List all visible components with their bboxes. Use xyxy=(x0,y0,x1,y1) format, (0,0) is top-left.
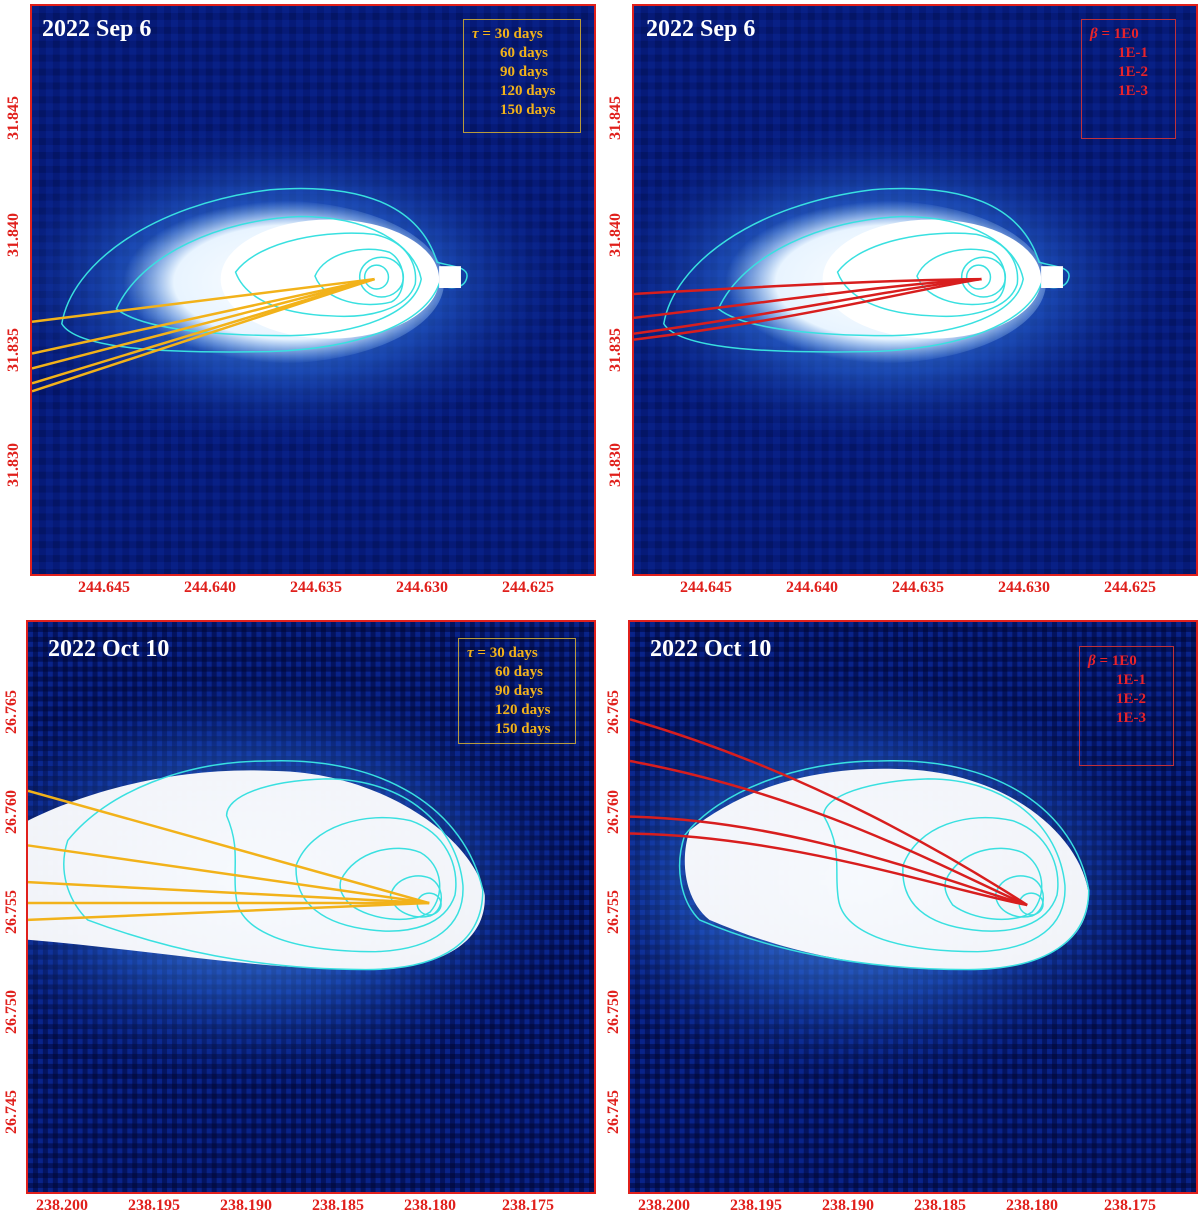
contours xyxy=(61,187,468,353)
tau-symbol: τ xyxy=(467,645,474,661)
x-tick-label: 244.640 xyxy=(184,579,236,596)
synchrone-lines xyxy=(32,277,375,393)
legend-value: 1E-3 xyxy=(1118,83,1148,99)
contours xyxy=(678,759,1090,971)
comet-image xyxy=(630,622,1196,1192)
image-frame: 2022 Sep 6 β = 1E0 1E-1 1E-2 1E-3 xyxy=(632,4,1198,576)
legend-value: 1E-2 xyxy=(1116,691,1146,707)
x-tick-label: 244.625 xyxy=(502,579,554,596)
x-tick-label: 238.195 xyxy=(730,1197,782,1214)
observation-date: 2022 Sep 6 xyxy=(646,16,756,42)
star-point xyxy=(439,266,461,289)
x-tick-label: 238.195 xyxy=(128,1197,180,1214)
tau-symbol: τ xyxy=(472,26,479,42)
x-tick-label: 238.200 xyxy=(36,1197,88,1214)
legend-value: 1E0 xyxy=(1113,26,1139,42)
y-tick-label: 31.840 xyxy=(607,213,624,257)
legend: τ = 30 days 60 days 90 days 120 days 150… xyxy=(458,638,576,744)
beta-symbol: β xyxy=(1090,26,1098,42)
y-tick-label: 26.765 xyxy=(605,690,622,734)
x-tick-label: 238.190 xyxy=(220,1197,272,1214)
x-tick-label: 244.630 xyxy=(998,579,1050,596)
y-tick-label: 26.750 xyxy=(605,990,622,1034)
y-tick-label: 26.765 xyxy=(3,690,20,734)
legend: β = 1E0 1E-1 1E-2 1E-3 xyxy=(1081,19,1176,139)
x-tick-label: 244.635 xyxy=(892,579,944,596)
y-tick-label: 31.835 xyxy=(5,328,22,372)
x-tick-label: 238.175 xyxy=(1104,1197,1156,1214)
y-tick-label: 31.845 xyxy=(607,96,624,140)
equals: = xyxy=(473,645,490,661)
x-tick-label: 238.190 xyxy=(822,1197,874,1214)
observation-date: 2022 Oct 10 xyxy=(48,636,170,662)
comet-image xyxy=(32,6,594,574)
legend-value: 30 days xyxy=(494,26,543,42)
legend-value: 120 days xyxy=(495,702,551,718)
legend-value: 120 days xyxy=(500,83,556,99)
image-frame: 2022 Sep 6 τ = 30 days 60 days 90 days 1… xyxy=(30,4,596,576)
star-point xyxy=(1041,266,1063,289)
beta-symbol: β xyxy=(1088,653,1096,669)
y-tick-label: 31.845 xyxy=(5,96,22,140)
legend-value: 1E-1 xyxy=(1118,45,1148,61)
x-tick-label: 244.640 xyxy=(786,579,838,596)
y-tick-label: 31.840 xyxy=(5,213,22,257)
x-tick-label: 244.645 xyxy=(680,579,732,596)
x-tick-label: 238.185 xyxy=(312,1197,364,1214)
image-frame: 2022 Oct 10 β = 1E0 1E-1 1E-2 1E-3 xyxy=(628,620,1198,1194)
legend-entry: τ = 30 days xyxy=(467,644,567,663)
legend-value: 1E-3 xyxy=(1116,710,1146,726)
y-tick-label: 26.755 xyxy=(3,890,20,934)
legend-entry: β = 1E0 xyxy=(1090,25,1167,44)
legend-value: 1E0 xyxy=(1111,653,1137,669)
legend: β = 1E0 1E-1 1E-2 1E-3 xyxy=(1079,646,1174,766)
y-tick-label: 31.830 xyxy=(607,443,624,487)
legend-value: 1E-2 xyxy=(1118,64,1148,80)
x-tick-label: 238.180 xyxy=(404,1197,456,1214)
equals: = xyxy=(1095,653,1112,669)
x-tick-label: 244.625 xyxy=(1104,579,1156,596)
contours xyxy=(663,187,1070,353)
legend-value: 90 days xyxy=(500,64,548,80)
legend-value: 90 days xyxy=(495,683,543,699)
legend-value: 60 days xyxy=(495,664,543,680)
legend-value: 150 days xyxy=(500,102,556,118)
legend-entry: τ = 30 days xyxy=(472,25,572,44)
y-tick-label: 31.830 xyxy=(5,443,22,487)
legend-value: 150 days xyxy=(495,721,551,737)
legend-value: 1E-1 xyxy=(1116,672,1146,688)
x-tick-label: 238.200 xyxy=(638,1197,690,1214)
syndyne-curves xyxy=(630,718,1028,907)
y-tick-label: 26.755 xyxy=(605,890,622,934)
y-tick-label: 26.745 xyxy=(605,1090,622,1134)
legend-value: 60 days xyxy=(500,45,548,61)
x-tick-label: 238.175 xyxy=(502,1197,554,1214)
observation-date: 2022 Oct 10 xyxy=(650,636,772,662)
synchrone-lines xyxy=(28,789,430,922)
comet-image xyxy=(28,622,594,1192)
comet-image xyxy=(634,6,1196,574)
x-tick-label: 244.635 xyxy=(290,579,342,596)
observation-date: 2022 Sep 6 xyxy=(42,16,152,42)
x-tick-label: 244.645 xyxy=(78,579,130,596)
x-tick-label: 244.630 xyxy=(396,579,448,596)
x-tick-label: 238.185 xyxy=(914,1197,966,1214)
contours xyxy=(63,759,484,971)
legend-entry: β = 1E0 xyxy=(1088,652,1165,671)
y-tick-label: 26.745 xyxy=(3,1090,20,1134)
equals: = xyxy=(1097,26,1114,42)
legend-value: 30 days xyxy=(489,645,538,661)
y-tick-label: 26.760 xyxy=(3,790,20,834)
image-frame: 2022 Oct 10 τ = 30 days 60 days 90 days … xyxy=(26,620,596,1194)
syndyne-curves xyxy=(634,277,982,341)
y-tick-label: 26.750 xyxy=(3,990,20,1034)
x-tick-label: 238.180 xyxy=(1006,1197,1058,1214)
y-tick-label: 31.835 xyxy=(607,328,624,372)
y-tick-label: 26.760 xyxy=(605,790,622,834)
equals: = xyxy=(482,26,495,42)
legend: τ = 30 days 60 days 90 days 120 days 150… xyxy=(463,19,581,133)
